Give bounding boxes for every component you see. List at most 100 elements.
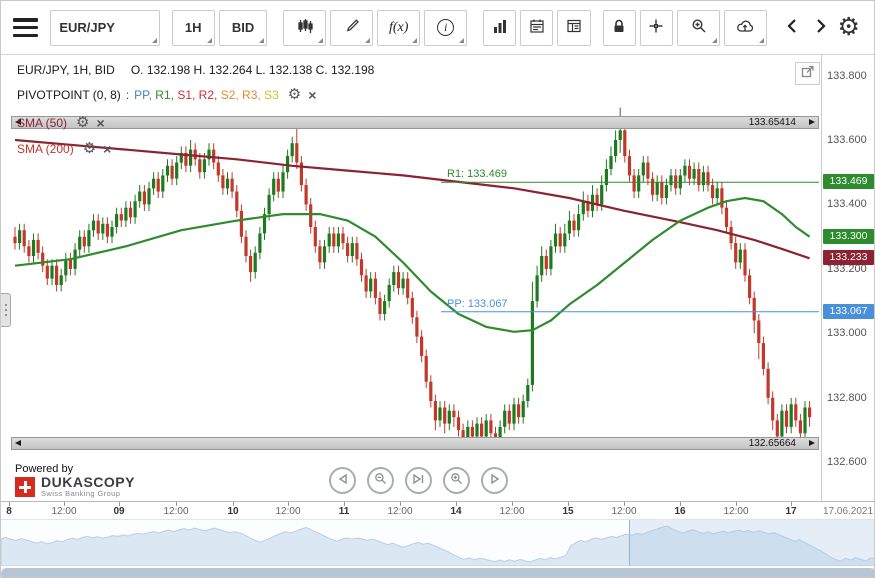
time-axis-tick	[344, 502, 345, 506]
candlestick-icon	[296, 18, 314, 37]
scroll-right-button[interactable]	[808, 9, 834, 46]
popout-button[interactable]	[795, 62, 820, 85]
price-axis[interactable]: 133.800 133.600 133.400 133.200 133.000 132.8…	[821, 1, 874, 501]
chevron-right-icon	[814, 18, 828, 37]
price-axis-tick: 132.800	[827, 391, 867, 404]
step-back-button[interactable]	[329, 467, 356, 494]
volume-button[interactable]	[483, 9, 517, 46]
timeframe-label: 1H	[184, 20, 202, 35]
time-axis-label: 12:00	[387, 506, 413, 517]
chart-navigator[interactable]	[1, 519, 874, 577]
cloud-save-select[interactable]	[723, 9, 767, 46]
cloud-upload-icon	[736, 18, 754, 37]
time-axis-label: 10	[227, 506, 239, 517]
range-min-price: 132.65664	[748, 438, 796, 450]
gear-icon[interactable]: ⚙	[287, 86, 302, 103]
price-axis-tick: 133.800	[827, 69, 867, 82]
time-axis-tick	[680, 502, 681, 506]
navigator-area	[1, 525, 874, 566]
sma-50-line[interactable]	[14, 138, 810, 260]
settings-button[interactable]: ⚙	[838, 15, 860, 40]
r1-line-label[interactable]: R1: 133.469	[447, 168, 507, 181]
sma200-legend: SMA (200) ⚙ ×	[17, 141, 111, 156]
navigator-selection[interactable]	[629, 520, 874, 566]
time-axis-label: 12:00	[163, 506, 189, 517]
zoom-out-button[interactable]	[367, 467, 394, 494]
navigator-scrollbar-thumb[interactable]	[1, 568, 874, 577]
crosshair-icon	[648, 18, 664, 37]
price-badge: 133.233	[823, 250, 874, 266]
time-axis-label: 12:00	[611, 506, 637, 517]
pp-line-label[interactable]: PP: 133.067	[447, 297, 508, 310]
triangle-right-icon	[489, 472, 501, 490]
triangle-left-icon	[337, 472, 349, 490]
calendar-icon	[529, 18, 545, 37]
dukascopy-logo[interactable]: DUKASCOPY Swiss Banking Group	[15, 475, 135, 498]
pivot-level-r3: R3,	[242, 87, 265, 102]
pivot-level-s3: S3	[264, 87, 279, 102]
gear-icon[interactable]: ⚙	[76, 114, 90, 131]
news-button[interactable]	[557, 9, 591, 46]
price-range-handle-bottom[interactable]: 132.65664	[11, 437, 819, 451]
instrument-info: EUR/JPY, 1H, BID	[17, 63, 115, 77]
time-axis-tick	[119, 502, 120, 506]
chart-type-select[interactable]	[283, 9, 327, 46]
sma50-label: SMA (50)	[17, 115, 68, 130]
sma-200-line[interactable]	[14, 196, 811, 333]
zoom-select[interactable]	[677, 9, 720, 46]
symbol-select[interactable]: EUR/JPY	[50, 9, 160, 46]
pivot-level-r1: R1,	[155, 87, 178, 102]
close-icon[interactable]: ×	[308, 86, 317, 103]
time-axis-label: 16	[674, 506, 686, 517]
close-icon[interactable]: ×	[96, 114, 105, 131]
date-label: 17.06.2021	[823, 506, 874, 517]
price-axis-tick: 133.400	[827, 198, 867, 211]
left-scroll-handle[interactable]	[1, 293, 11, 327]
time-axis-tick	[791, 502, 792, 506]
play-button[interactable]	[481, 467, 508, 494]
pivot-separator: :	[125, 87, 130, 102]
chart-info-row: EUR/JPY, 1H, BID O. 132.198 H. 132.264 L.…	[17, 63, 374, 77]
triangle-right-bar-icon	[412, 472, 425, 490]
zoom-in-button[interactable]	[443, 467, 470, 494]
time-axis-label: 09	[113, 506, 125, 517]
gear-icon: ⚙	[837, 13, 860, 41]
powered-by-label: Powered by	[15, 463, 74, 475]
price-range-handle-top[interactable]: 133.65414	[11, 115, 819, 129]
time-axis-label: 14	[450, 506, 462, 517]
pivot-indicator-name: PIVOTPOINT (0, 8)	[17, 87, 121, 102]
lock-button[interactable]	[602, 9, 636, 46]
time-axis-label: 12:00	[499, 506, 525, 517]
calendar-button[interactable]	[520, 9, 554, 46]
indicators-select[interactable]: f(x)	[377, 9, 421, 46]
navigator-overview-chart	[1, 525, 874, 566]
timeframe-select[interactable]: 1H	[171, 9, 215, 46]
time-axis-label: 8	[6, 506, 12, 517]
skip-to-end-button[interactable]	[405, 467, 432, 494]
time-axis-tick	[64, 502, 65, 506]
scroll-left-button[interactable]	[778, 9, 805, 46]
pivot-level-r2: R2,	[198, 87, 221, 102]
close-icon[interactable]: ×	[103, 140, 112, 157]
pencil-icon	[344, 18, 360, 37]
price-axis-tick: 132.600	[827, 456, 867, 469]
time-axis-tick	[568, 502, 569, 506]
pivot-indicator-legend: PIVOTPOINT (0, 8) : PP, R1, S1, R2, S2, …	[17, 87, 316, 102]
symbol-label: EUR/JPY	[59, 20, 115, 35]
candlestick-series	[13, 107, 812, 444]
gear-icon[interactable]: ⚙	[82, 140, 97, 157]
price-badge: 133.300	[823, 228, 874, 244]
pivot-level-pp: PP,	[134, 87, 156, 102]
draw-tools-select[interactable]	[330, 9, 374, 46]
info-select[interactable]: i	[424, 9, 468, 46]
crosshair-button[interactable]	[639, 9, 674, 46]
ohlc-readout: O. 132.198 H. 132.264 L. 132.138 C. 132.…	[130, 63, 375, 77]
price-badge: 133.469	[823, 174, 874, 190]
time-axis-tick	[512, 502, 513, 506]
time-axis-tick	[176, 502, 177, 506]
zoom-out-icon	[374, 472, 387, 490]
price-type-select[interactable]: BID	[218, 9, 268, 46]
menu-button[interactable]	[13, 18, 39, 37]
time-axis[interactable]: 17.06.2021 8 12:00 09 12:00 10 12:00 11 12:00 14…	[1, 502, 874, 519]
